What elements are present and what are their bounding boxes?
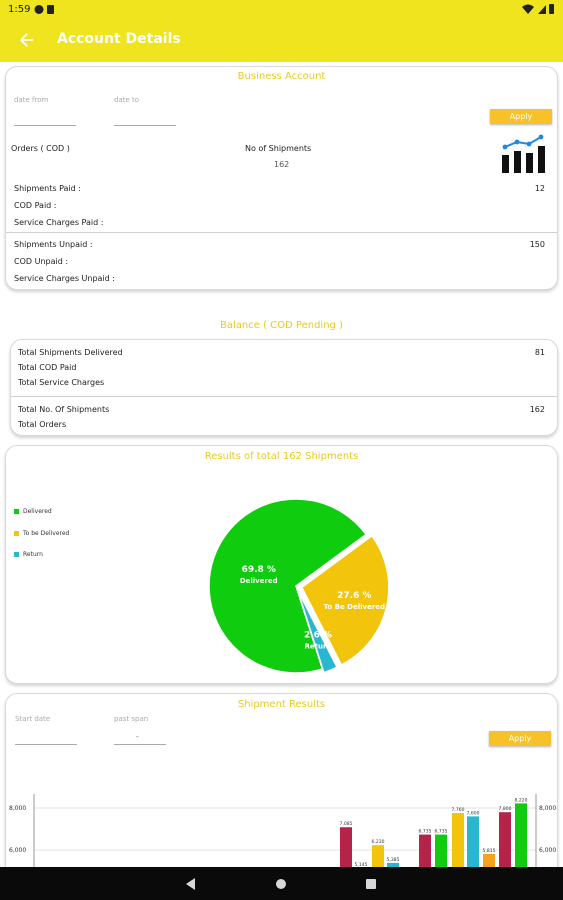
- business-account-card: Business Account date from date to Apply…: [5, 66, 558, 290]
- no-shipments-label: No of Shipments: [245, 144, 312, 153]
- results-title: Results of total 162 Shipments: [204, 451, 359, 462]
- nav-back-icon[interactable]: [184, 877, 198, 891]
- nav-home-icon[interactable]: [274, 877, 288, 891]
- pie-slice-label: Return: [305, 643, 332, 651]
- page-title: Account Details: [57, 31, 181, 47]
- divider: [11, 396, 557, 397]
- no-shipments-value: 162: [274, 160, 290, 169]
- date-from-label: date from: [14, 96, 49, 104]
- service-charges-unpaid-label: Service Charges Unpaid :: [14, 274, 115, 283]
- total-service-charges-label: Total Service Charges: [18, 378, 105, 387]
- pie-slice-return: [296, 589, 339, 674]
- wifi-battery-icon: [522, 4, 554, 14]
- shipments-unpaid-value: 150: [529, 240, 545, 249]
- legend-swatch: [14, 531, 19, 536]
- chart-growth-icon: [502, 134, 545, 173]
- bar-value-label: 6,735: [435, 829, 448, 835]
- y-tick-label-right: 8,000: [539, 805, 556, 812]
- back-arrow-icon[interactable]: [16, 29, 38, 51]
- date-to-label: date to: [114, 96, 140, 104]
- nav-recents-icon[interactable]: [364, 877, 378, 891]
- legend-label: Delivered: [23, 508, 52, 515]
- orders-cod-label: Orders ( COD ): [11, 144, 70, 153]
- balance-card: Total Shipments Delivered 81 Total COD P…: [10, 339, 558, 436]
- y-tick-label-left: 8,000: [9, 805, 26, 812]
- legend-swatch: [14, 509, 19, 514]
- status-bar: 1:59: [0, 0, 563, 20]
- legend-swatch: [14, 552, 19, 557]
- pie-slice-label: Delivered: [240, 577, 278, 585]
- shipment-results-card: Shipment Results Start date past span - …: [5, 693, 558, 893]
- bar-value-label: 7,085: [340, 821, 353, 827]
- bar-value-label: 5,815: [483, 848, 496, 854]
- past-span-label: past span: [114, 715, 149, 723]
- apply-shipments-button[interactable]: Apply: [489, 731, 551, 746]
- start-date-input[interactable]: [15, 744, 77, 745]
- bar-value-label: 8,220: [515, 797, 528, 803]
- bar-value-label: 5,385: [387, 857, 400, 863]
- system-icons: [521, 3, 555, 18]
- legend-label: To be Delivered: [23, 530, 70, 537]
- shipments-unpaid-label: Shipments Unpaid :: [14, 240, 93, 249]
- pie-percent-label: 69.8 %: [242, 565, 276, 575]
- total-no-shipments-label: Total No. Of Shipments: [18, 405, 110, 414]
- bar-value-label: 5,145: [355, 862, 368, 868]
- app-bar: Account Details: [0, 20, 563, 62]
- divider: [6, 232, 557, 233]
- pie-slice-delivered: [208, 498, 368, 674]
- start-date-label: Start date: [15, 715, 51, 723]
- date-from-input[interactable]: [14, 125, 76, 126]
- service-charges-paid-label: Service Charges Paid :: [14, 218, 104, 227]
- app-notification-icon: [34, 5, 54, 14]
- shipment-results-title: Shipment Results: [237, 699, 326, 710]
- pie-slice-to-be-delivered: [300, 534, 390, 666]
- legend-return: Return: [14, 551, 43, 558]
- date-to-input[interactable]: [114, 125, 176, 126]
- results-card: Results of total 162 Shipments Delivered…: [5, 445, 558, 684]
- notification-icons: [34, 4, 56, 18]
- legend-label: Return: [23, 551, 43, 558]
- legend-to-be-delivered: To be Delivered: [14, 530, 69, 537]
- legend-delivered: Delivered: [14, 508, 52, 515]
- cod-unpaid-label: COD Unpaid :: [14, 257, 69, 266]
- total-shipments-delivered-value: 81: [534, 348, 545, 357]
- total-orders-label: Total Orders: [18, 420, 67, 429]
- shipments-paid-value: 12: [534, 184, 545, 193]
- pie-slice-label: To Be Delivered: [324, 603, 386, 611]
- shipments-paid-label: Shipments Paid :: [14, 184, 81, 193]
- system-nav-bar: [0, 867, 563, 900]
- apply-button[interactable]: Apply: [490, 109, 552, 124]
- pie-percent-label: 2.6 %: [304, 631, 332, 641]
- balance-title: Balance ( COD Pending ): [220, 320, 343, 331]
- total-no-shipments-value: 162: [529, 405, 545, 414]
- pie-percent-label: 27.6 %: [337, 591, 371, 601]
- total-cod-paid-label: Total COD Paid: [18, 363, 77, 372]
- total-shipments-delivered-label: Total Shipments Delivered: [18, 348, 123, 357]
- y-tick-label-left: 6,000: [9, 847, 26, 854]
- status-time: 1:59: [8, 4, 31, 15]
- past-span-input[interactable]: [114, 744, 166, 745]
- bar-value-label: 7,600: [467, 810, 480, 816]
- bar-value-label: 7,800: [499, 806, 512, 812]
- shipments-pie-chart: 69.8 % Delivered 27.6 % To Be Delivered 2.6 …: [208, 498, 390, 674]
- cod-paid-label: COD Paid :: [14, 201, 57, 210]
- bar-value-label: 6,230: [372, 839, 385, 845]
- past-span-value: -: [136, 733, 139, 741]
- bar-value-label: 6,735: [419, 829, 432, 835]
- business-account-title: Business Account: [237, 71, 326, 82]
- bar-value-label: 7,760: [452, 807, 465, 813]
- y-tick-label-right: 6,000: [539, 847, 556, 854]
